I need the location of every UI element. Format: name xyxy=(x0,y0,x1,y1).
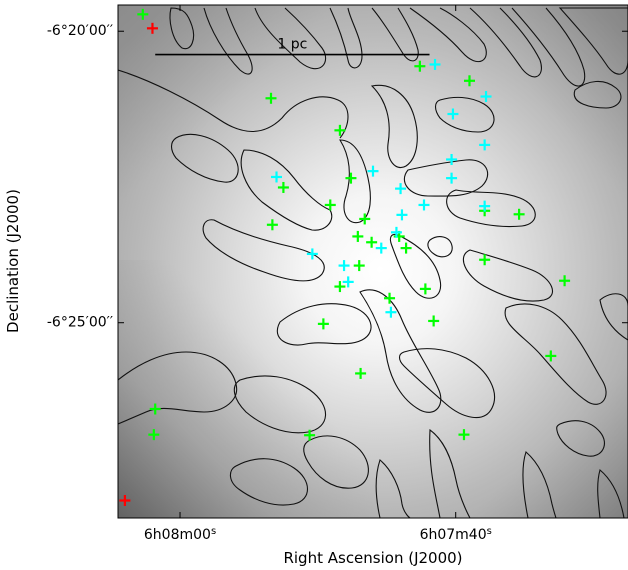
green-source-marker xyxy=(545,350,557,362)
cyan-source-marker xyxy=(375,242,387,254)
cyan-source-marker xyxy=(338,260,350,272)
cyan-source-marker xyxy=(367,165,379,177)
axis-ticks xyxy=(118,5,628,518)
x-axis-title: Right Ascension (J2000) xyxy=(283,549,462,567)
green-source-marker xyxy=(334,124,346,136)
green-source-marker xyxy=(400,242,412,254)
green-source-marker xyxy=(277,181,289,193)
y-tick-label-north: -6°20′00′′ xyxy=(47,23,113,39)
cyan-source-marker xyxy=(306,248,318,260)
green-source-marker xyxy=(463,75,475,87)
green-source-marker xyxy=(559,275,571,287)
green-source-marker xyxy=(304,429,316,441)
cyan-source-marker xyxy=(390,226,402,238)
plot-frame xyxy=(117,4,628,519)
green-source-marker xyxy=(324,199,336,211)
green-source-marker xyxy=(265,92,277,104)
green-source-marker xyxy=(352,230,364,242)
green-source-marker xyxy=(353,260,365,272)
green-source-marker xyxy=(513,208,525,220)
green-source-marker xyxy=(479,254,491,266)
x-tick-label-east: 6h08m00s xyxy=(144,526,216,543)
cyan-source-marker xyxy=(385,306,397,318)
red-source-marker xyxy=(146,22,158,34)
green-source-marker xyxy=(266,219,278,231)
x-tick-label-west-sup: s xyxy=(487,526,492,537)
x-tick-label-east-main: 6h08m00 xyxy=(144,527,211,543)
y-tick-label-south: -6°25′00′′ xyxy=(47,315,113,331)
x-tick-label-west-main: 6h07m40 xyxy=(420,527,487,543)
green-source-marker xyxy=(148,429,160,441)
scale-bar-label: 1 pc xyxy=(277,37,307,53)
cyan-source-marker xyxy=(395,183,407,195)
cyan-source-marker xyxy=(429,58,441,70)
green-source-marker xyxy=(366,236,378,248)
green-source-marker xyxy=(317,318,329,330)
cyan-source-marker xyxy=(446,172,458,184)
cyan-source-marker xyxy=(479,139,491,151)
green-source-marker xyxy=(149,403,161,415)
y-axis-title: Declination (J2000) xyxy=(4,189,22,333)
scale-bar: 1 pc xyxy=(155,37,430,56)
red-source-marker xyxy=(119,495,131,507)
green-source-marker xyxy=(419,283,431,295)
intensity-contours xyxy=(118,7,628,518)
green-source-marker xyxy=(458,429,470,441)
cyan-source-marker xyxy=(396,209,408,221)
green-source-marker xyxy=(428,315,440,327)
source-markers xyxy=(119,8,571,507)
green-source-marker xyxy=(359,213,371,225)
green-source-marker xyxy=(137,8,149,20)
green-source-marker xyxy=(355,367,367,379)
cyan-source-marker xyxy=(446,153,458,165)
intensity-map xyxy=(118,5,628,518)
cyan-source-marker xyxy=(447,108,459,120)
green-source-marker xyxy=(345,172,357,184)
cyan-source-marker xyxy=(479,200,491,212)
green-source-marker xyxy=(414,60,426,72)
x-tick-label-west: 6h07m40s xyxy=(420,526,492,543)
cyan-source-marker xyxy=(342,276,354,288)
cyan-source-marker xyxy=(480,91,492,103)
x-tick-label-east-sup: s xyxy=(211,526,216,537)
cyan-source-marker xyxy=(271,171,283,183)
green-source-marker xyxy=(384,292,396,304)
green-source-marker xyxy=(334,281,346,293)
cyan-source-marker xyxy=(418,199,430,211)
